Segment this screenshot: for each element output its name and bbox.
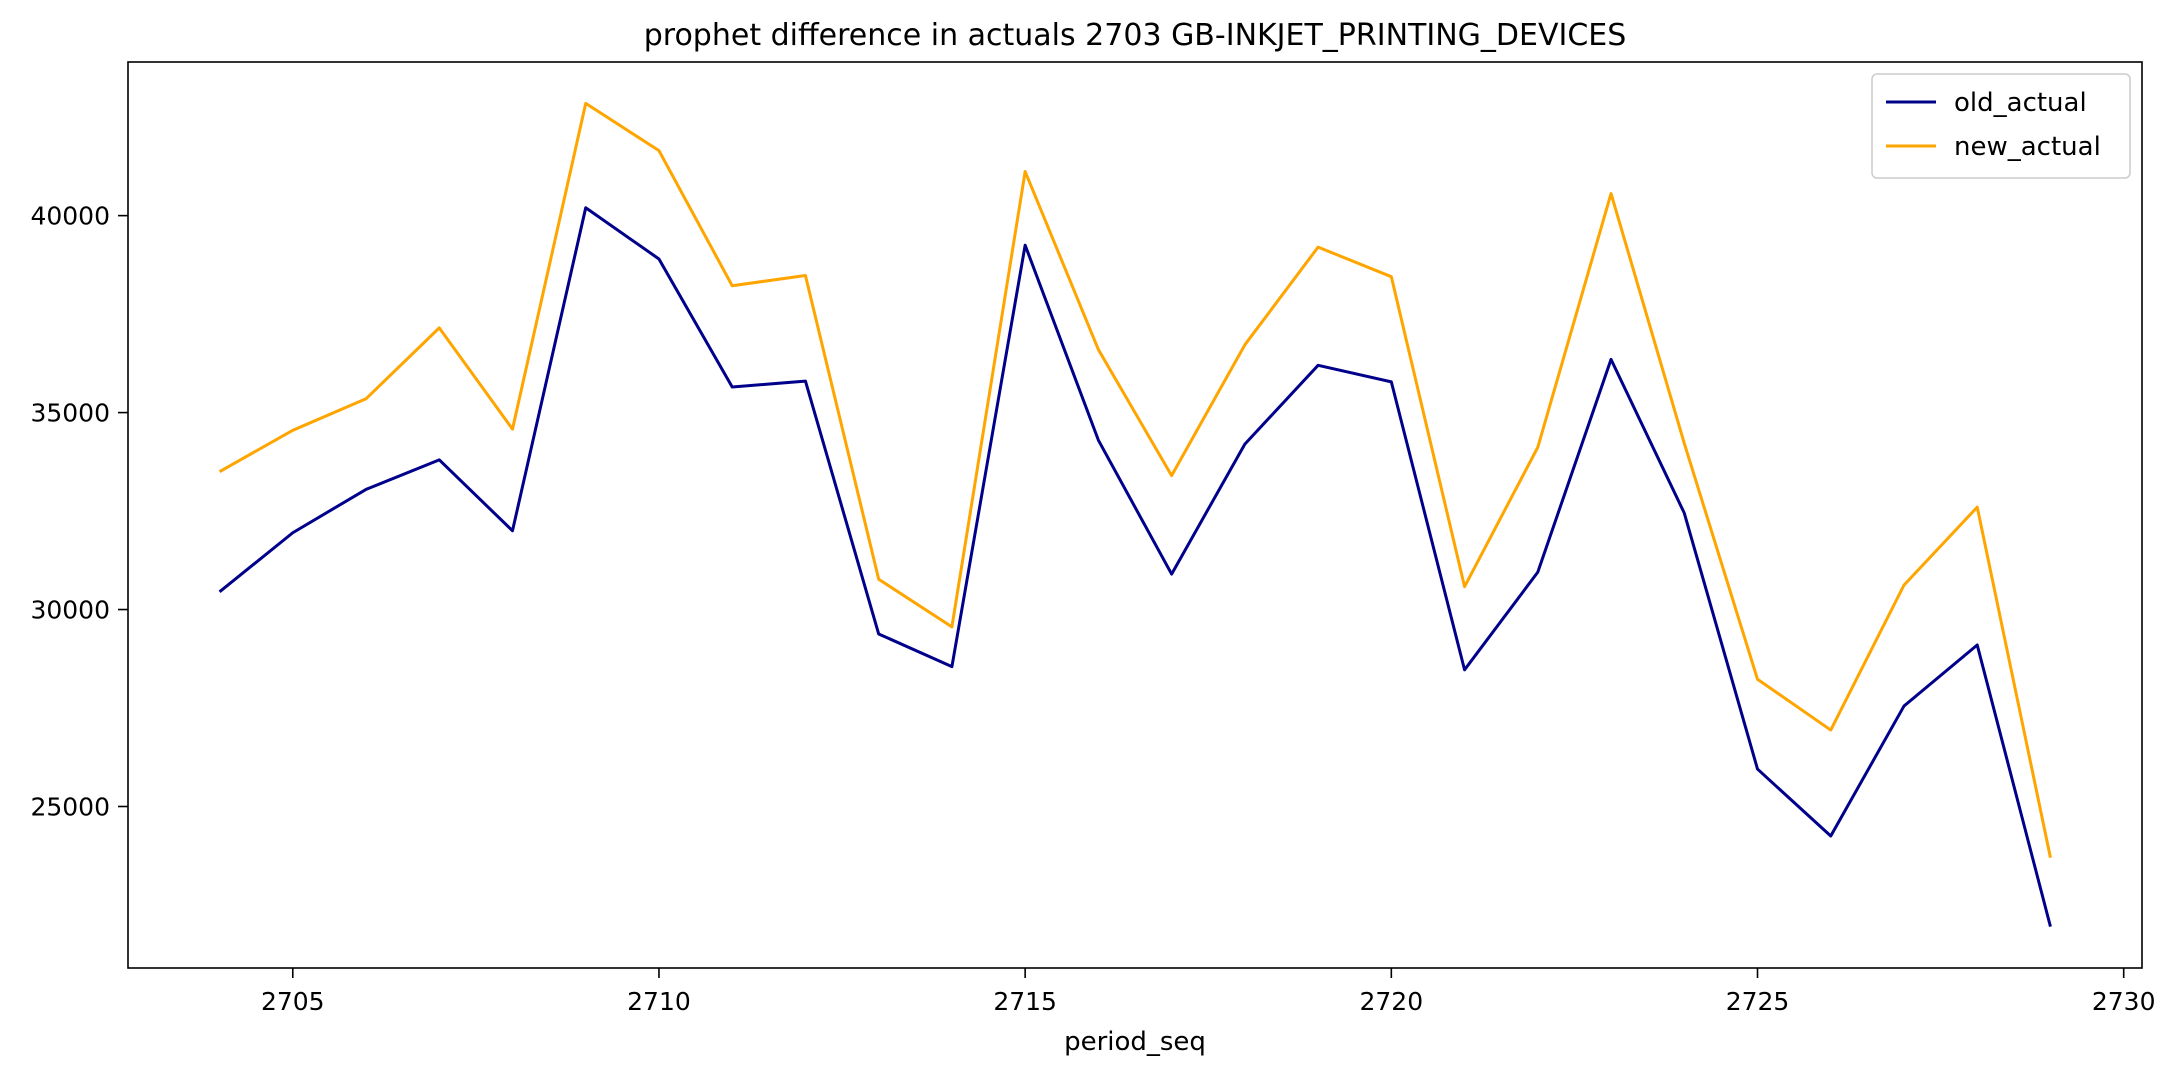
plot-frame: [127, 61, 2143, 969]
x-tick-label: 2710: [627, 987, 691, 1016]
chart-title: prophet difference in actuals 2703 GB-IN…: [644, 18, 1627, 53]
series-line-new_actual: [218, 101, 2052, 859]
legend-label-old_actual: old_actual: [1954, 88, 2087, 118]
y-tick-label: 35000: [30, 399, 110, 428]
legend-box: [1871, 73, 2131, 179]
x-tick-label: 2715: [993, 987, 1057, 1016]
x-tick-label: 2705: [261, 987, 325, 1016]
series-line-old_actual: [218, 206, 2052, 928]
x-axis-label: period_seq: [1064, 1027, 1206, 1057]
x-tick-label: 2725: [1726, 987, 1790, 1016]
y-tick-label: 25000: [30, 792, 110, 821]
x-tick-label: 2730: [2092, 987, 2156, 1016]
x-tick-label: 2720: [1360, 987, 1424, 1016]
legend-label-new_actual: new_actual: [1954, 132, 2101, 162]
legend: old_actual new_actual: [1871, 73, 2131, 179]
y-tick-label: 40000: [30, 202, 110, 231]
plot-area: 2705 2710 2715 2720 2725 2730 25000 30000 35000 4…: [30, 61, 2156, 1016]
y-tick-label: 30000: [30, 596, 110, 625]
